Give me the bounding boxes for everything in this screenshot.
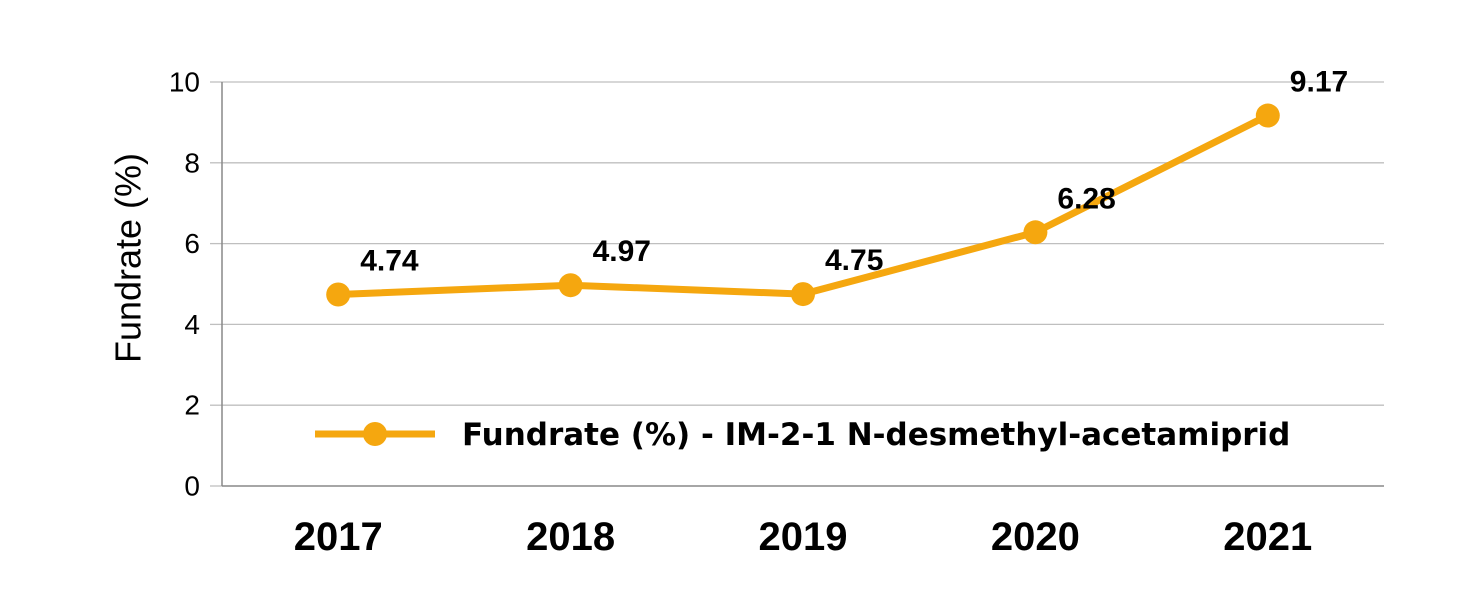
y-tick-label: 2	[184, 390, 200, 421]
axes	[210, 81, 1384, 487]
data-label: 4.75	[825, 244, 883, 277]
legend-series-name: Fundrate (%) - IM-2-1 N-desmethyl-acetam…	[462, 417, 1290, 453]
data-label: 4.74	[360, 245, 419, 278]
data-label: 9.17	[1290, 66, 1348, 99]
x-tick-label: 2019	[759, 515, 848, 559]
y-tick-labels: 0 2 4 6 8 10	[169, 67, 200, 502]
legend: Fundrate (%) - IM-2-1 N-desmethyl-acetam…	[315, 417, 1290, 453]
gridlines	[222, 81, 1384, 406]
x-tick-label: 2017	[294, 515, 383, 559]
x-tick-labels: 2017 2018 2019 2020 2021	[294, 515, 1313, 559]
data-point	[1023, 220, 1048, 245]
y-tick-label: 4	[184, 309, 200, 340]
y-tick-label: 8	[184, 147, 200, 178]
y-tick-label: 6	[184, 228, 200, 259]
y-tick-label: 0	[184, 471, 200, 502]
series-line-layer	[334, 112, 1272, 299]
x-tick-label: 2018	[526, 515, 615, 559]
data-label: 4.97	[593, 235, 651, 268]
x-tick-label: 2020	[991, 515, 1080, 559]
y-tick-label: 10	[169, 67, 200, 98]
data-point	[326, 282, 351, 307]
data-points	[326, 103, 1280, 307]
x-tick-label: 2021	[1223, 515, 1312, 559]
data-label: 6.28	[1057, 182, 1115, 215]
y-axis-label: Fundrate (%)	[108, 153, 149, 363]
legend-marker	[363, 422, 387, 446]
data-labels: 4.74 4.97 4.75 6.28 9.17	[360, 66, 1348, 278]
data-point	[791, 282, 815, 307]
data-point	[558, 273, 583, 298]
data-point	[1255, 103, 1280, 128]
series-line	[334, 112, 1272, 299]
